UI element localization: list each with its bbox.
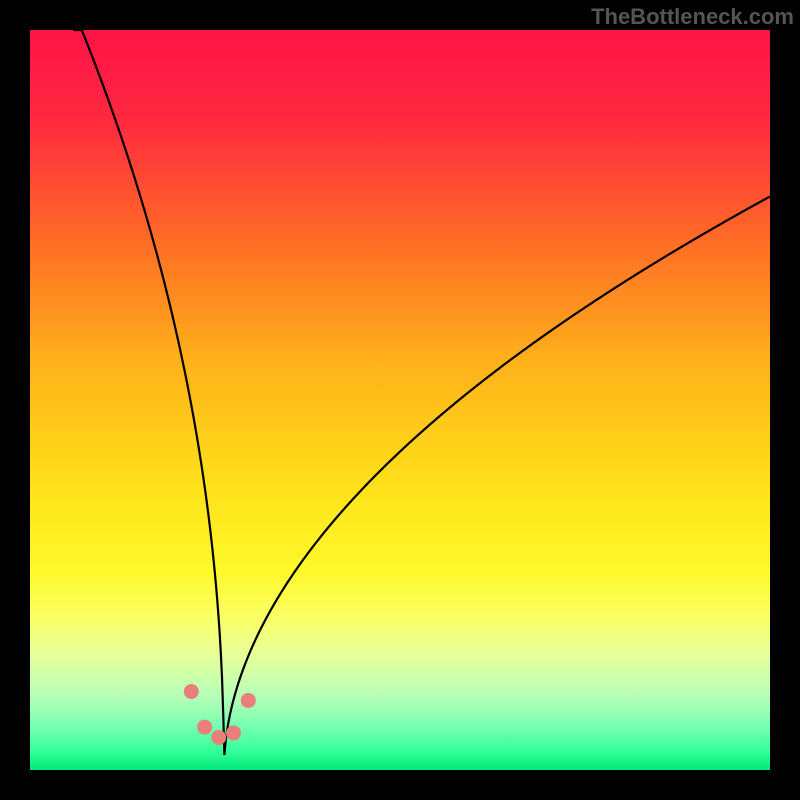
plot-area [30,30,770,770]
trough-marker [184,684,199,699]
bottleneck-curve [74,30,770,755]
bottleneck-curve-svg [30,30,770,770]
trough-marker [226,726,241,741]
trough-marker [197,720,212,735]
watermark-text: TheBottleneck.com [591,4,794,30]
trough-marker [211,730,226,745]
trough-marker [241,693,256,708]
